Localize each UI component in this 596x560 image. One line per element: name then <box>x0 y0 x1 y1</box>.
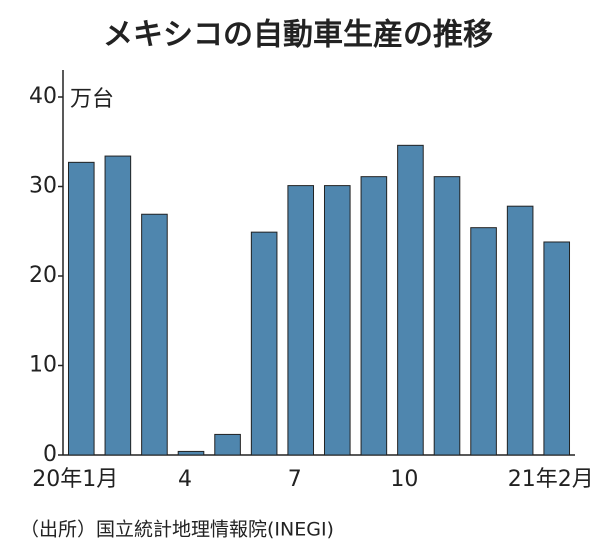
x-tick-label: 4 <box>178 467 192 492</box>
bar <box>104 155 132 456</box>
bar <box>433 176 461 456</box>
bar <box>470 227 497 456</box>
y-tick-label: 30 <box>29 174 57 199</box>
y-tick-label: 20 <box>29 263 57 288</box>
x-tick-label: 10 <box>390 467 418 492</box>
x-tick-label: 20年1月 <box>32 467 118 492</box>
bar <box>397 144 424 456</box>
bar <box>287 185 315 456</box>
bar <box>67 161 95 456</box>
x-tick-label: 21年2月 <box>508 467 594 492</box>
y-tick-label: 0 <box>43 442 57 467</box>
bar <box>543 241 571 456</box>
unit-label: 万台 <box>70 87 114 112</box>
chart-title: メキシコの自動車生産の推移 <box>103 18 493 53</box>
bar <box>177 450 205 456</box>
y-tick-label: 10 <box>29 353 57 378</box>
bar <box>141 213 168 456</box>
bar <box>214 433 241 456</box>
y-tick-label: 40 <box>29 84 57 109</box>
bar <box>506 205 534 456</box>
source-note: （出所）国立統計地理情報院(INEGI) <box>20 519 334 541</box>
bar <box>323 185 351 456</box>
x-tick-label: 7 <box>288 467 302 492</box>
bar <box>250 231 278 456</box>
bar <box>360 176 388 456</box>
